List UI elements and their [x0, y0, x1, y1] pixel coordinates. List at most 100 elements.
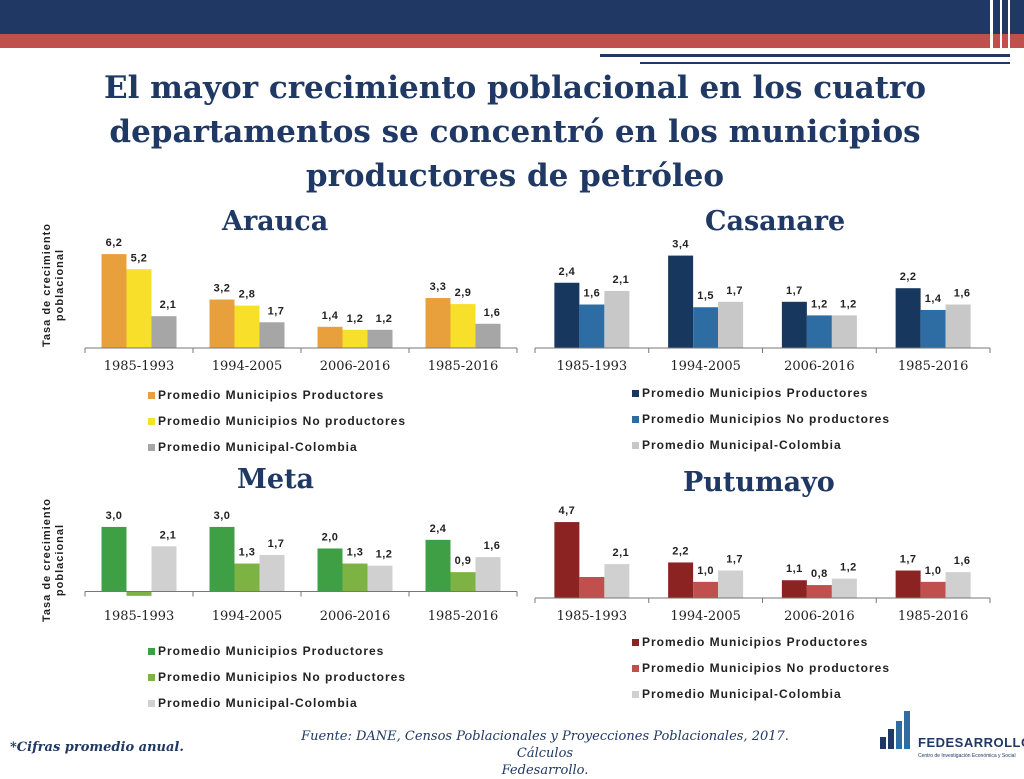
legend-item: Promedio Municipios No productores: [148, 664, 406, 690]
legend-label: Promedio Municipios No productores: [158, 414, 407, 428]
legend-swatch: [632, 690, 639, 698]
data-label: 2,9: [455, 287, 472, 299]
header-red-stripe: [0, 34, 1024, 48]
data-label: 1,6: [484, 307, 501, 319]
x-tick-label: 1985-1993: [557, 609, 628, 624]
data-label: 1,2: [840, 298, 857, 310]
data-label: 0,9: [455, 555, 472, 567]
data-label: 3,4: [672, 239, 689, 251]
bar-promedio-municipios-productores: [425, 298, 451, 348]
data-label: 1,1: [786, 563, 803, 575]
legend-item: Promedio Municipios Productores: [632, 629, 890, 655]
x-tick-label: 1985-1993: [557, 359, 628, 374]
bar-promedio-municipal-colombia: [831, 578, 857, 598]
bar-promedio-municipios-productores: [317, 548, 343, 592]
bar-promedio-municipios-no-productores: [126, 269, 152, 348]
decor-line: [600, 54, 1010, 57]
arauca-y-axis-label: Tasa de crecimiento poblacional: [41, 223, 66, 347]
header-underline-decor: [600, 54, 1010, 64]
data-label: 1,6: [583, 288, 600, 300]
x-tick-label: 1985-1993: [104, 359, 175, 374]
legend-label: Promedio Municipios Productores: [158, 388, 385, 402]
data-label: 1,3: [347, 547, 364, 559]
data-label: 1,2: [376, 549, 393, 561]
bar-promedio-municipios-productores: [781, 580, 807, 598]
bar-promedio-municipios-no-productores: [920, 581, 946, 598]
bar-promedio-municipios-no-productores: [450, 304, 476, 348]
data-label: 1,2: [840, 562, 857, 574]
logo-name: FEDESARROLLO: [918, 735, 1024, 750]
bar-promedio-municipal-colombia: [945, 572, 971, 598]
legend-swatch: [632, 415, 639, 423]
legend-label: Promedio Municipios No productores: [642, 412, 891, 426]
legend-label: Promedio Municipal-Colombia: [158, 696, 358, 710]
source-note: Fuente: DANE, Censos Poblacionales y Pro…: [275, 728, 815, 779]
bar-promedio-municipios-no-productores: [342, 563, 368, 592]
legend-swatch: [148, 443, 155, 451]
data-label: 1,2: [811, 298, 828, 310]
data-label: 3,0: [106, 510, 123, 522]
header-accent-line: [1008, 0, 1010, 48]
arauca-legend: Promedio Municipios Productores Promedio …: [148, 382, 406, 460]
data-label: 2,0: [322, 531, 339, 543]
x-tick-label: 1994-2005: [212, 359, 283, 374]
bar-promedio-municipios-productores: [554, 282, 580, 348]
data-label: 1,5: [697, 290, 714, 302]
legend-swatch: [148, 673, 155, 681]
legend-item: Promedio Municipios No productores: [148, 408, 406, 434]
data-label: 1,6: [954, 288, 971, 300]
legend-label: Promedio Municipal-Colombia: [642, 438, 842, 452]
data-label: 3,3: [430, 281, 447, 293]
bar-promedio-municipios-productores: [425, 539, 451, 592]
legend-item: Promedio Municipios No productores: [632, 655, 890, 681]
data-label: 2,1: [612, 274, 629, 286]
data-label: 1,0: [697, 565, 714, 577]
legend-item: Promedio Municipios Productores: [632, 380, 890, 406]
bar-promedio-municipios-no-productores: [579, 304, 605, 348]
x-tick-label: 1985-2016: [428, 359, 499, 374]
data-label: 5,2: [131, 252, 148, 264]
legend-swatch: [632, 638, 639, 646]
data-label: 2,4: [558, 266, 575, 278]
legend-label: Promedio Municipios Productores: [158, 644, 385, 658]
data-label: 1,2: [347, 313, 364, 325]
data-label: 3,0: [214, 510, 231, 522]
bar-promedio-municipios-productores: [781, 301, 807, 348]
data-label: 2,1: [160, 529, 177, 541]
bar-promedio-municipios-productores: [209, 526, 235, 592]
legend-item: Promedio Municipios Productores: [148, 382, 406, 408]
legend-item: Promedio Municipios Productores: [148, 638, 406, 664]
arauca-chart: 6,2 5,2 2,1 1985-1993 3,2 2,8 1,7 1994-2005 1,4 1…: [84, 237, 518, 374]
bar-promedio-municipal-colombia: [718, 570, 744, 598]
bar-promedio-municipios-productores: [317, 326, 343, 348]
data-label: 1,0: [925, 565, 942, 577]
legend-item: Promedio Municipal-Colombia: [148, 434, 406, 460]
legend-label: Promedio Municipios No productores: [642, 661, 891, 675]
legend-swatch: [148, 647, 155, 655]
bar-promedio-municipal-colombia: [367, 565, 393, 592]
data-label: 2,4: [430, 523, 447, 535]
data-label: 0,8: [811, 568, 828, 580]
bar-promedio-municipios-productores: [209, 299, 235, 348]
legend-swatch: [632, 389, 639, 397]
bar-promedio-municipal-colombia: [604, 290, 630, 348]
source-line: Fedesarrollo.: [501, 763, 589, 778]
data-label: 4,7: [558, 505, 575, 517]
header-blue-stripe: [0, 0, 1024, 34]
x-tick-label: 2006-2016: [320, 359, 391, 374]
legend-swatch: [148, 699, 155, 707]
data-label: 1,3: [239, 547, 256, 559]
putumayo-legend: Promedio Municipios Productores Promedio …: [632, 629, 890, 707]
legend-label: Promedio Municipal-Colombia: [158, 440, 358, 454]
bar-promedio-municipios-no-productores: [126, 591, 152, 596]
x-tick-label: 2006-2016: [784, 609, 855, 624]
legend-label: Promedio Municipal-Colombia: [642, 687, 842, 701]
bar-promedio-municipios-no-productores: [342, 329, 368, 348]
x-tick-label: 1985-2016: [428, 609, 499, 624]
data-label: 2,8: [239, 289, 256, 301]
footnote: *Cifras promedio anual.: [10, 740, 184, 755]
legend-item: Promedio Municipal-Colombia: [632, 432, 890, 458]
header-band: [0, 0, 1024, 48]
bar-promedio-municipios-no-productores: [579, 577, 605, 598]
header-accent-line: [990, 0, 993, 48]
